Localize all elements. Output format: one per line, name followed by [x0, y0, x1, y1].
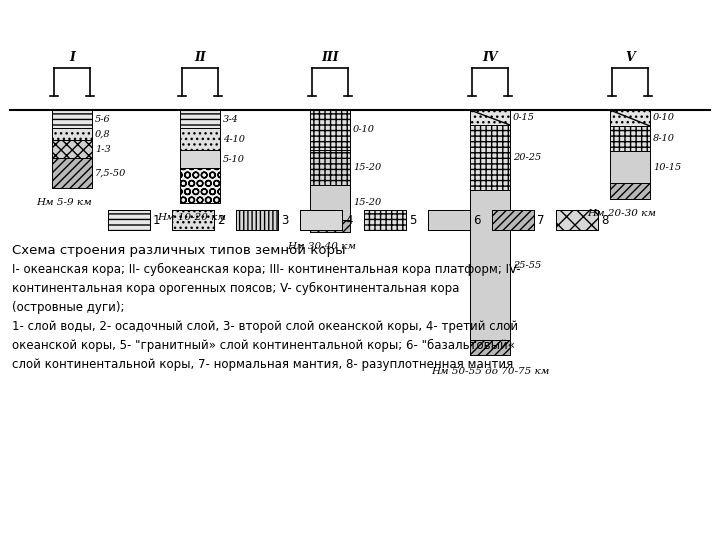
Text: 15-20: 15-20	[353, 198, 382, 207]
Bar	[610, 151, 650, 183]
Bar	[310, 110, 350, 150]
Bar	[492, 210, 534, 230]
Bar	[492, 210, 534, 230]
Text: 2: 2	[217, 213, 225, 226]
Bar	[108, 210, 150, 230]
Bar	[610, 110, 650, 126]
Bar	[172, 210, 214, 230]
Bar	[108, 210, 150, 230]
Text: 5: 5	[409, 213, 416, 226]
Bar	[470, 110, 510, 125]
Text: слой континентальной коры, 7- нормальная мантия, 8- разуплотненная мантия: слой континентальной коры, 7- нормальная…	[12, 358, 513, 371]
Text: 0-10: 0-10	[653, 113, 675, 123]
Bar	[610, 183, 650, 199]
Text: континентальная кора орогенных поясов; V- субконтинентальная кора: континентальная кора орогенных поясов; V…	[12, 282, 459, 295]
Bar	[310, 110, 350, 150]
Text: III: III	[321, 51, 339, 64]
Text: IV: IV	[482, 51, 498, 64]
Bar	[610, 183, 650, 199]
Text: Нм 30-40 км: Нм 30-40 км	[287, 242, 356, 251]
Bar	[52, 140, 92, 158]
Text: 10-15: 10-15	[653, 163, 681, 172]
Text: 3-4: 3-4	[223, 114, 239, 124]
Bar	[610, 126, 650, 151]
Bar	[364, 210, 406, 230]
Text: Нм 10-20 км: Нм 10-20 км	[158, 213, 227, 222]
Text: Нм 20-30 км: Нм 20-30 км	[588, 209, 657, 218]
Bar	[470, 340, 510, 355]
Bar	[470, 190, 510, 340]
Bar	[428, 210, 470, 230]
Text: 1-3: 1-3	[95, 145, 111, 153]
Bar	[236, 210, 278, 230]
Text: I- океанская кора; II- субокеанская кора; III- континентальная кора платформ; IV: I- океанская кора; II- субокеанская кора…	[12, 263, 521, 276]
Bar	[610, 110, 650, 126]
Bar	[310, 185, 350, 220]
Text: 25-55: 25-55	[513, 260, 541, 269]
Bar	[556, 210, 598, 230]
Text: 7: 7	[537, 213, 544, 226]
Text: 8-10: 8-10	[653, 134, 675, 143]
Bar	[180, 128, 220, 150]
Text: 0,8: 0,8	[95, 130, 111, 138]
Text: II: II	[194, 51, 206, 64]
Bar	[52, 158, 92, 188]
Text: 4-10: 4-10	[223, 134, 245, 144]
Bar	[610, 151, 650, 183]
Text: Нм 50-55 до 70-75 км: Нм 50-55 до 70-75 км	[431, 367, 549, 376]
Text: V: V	[625, 51, 635, 64]
Bar	[364, 210, 406, 230]
Text: I: I	[69, 51, 75, 64]
Bar	[172, 210, 214, 230]
Bar	[470, 125, 510, 190]
Bar	[52, 128, 92, 140]
Text: 8: 8	[601, 213, 608, 226]
Text: Нм 5-9 км: Нм 5-9 км	[36, 198, 92, 207]
Text: 5-6: 5-6	[95, 114, 111, 124]
Bar	[180, 168, 220, 203]
Text: 3: 3	[281, 213, 289, 226]
Text: 5-10: 5-10	[223, 154, 245, 164]
Bar	[52, 128, 92, 140]
Text: 20-25: 20-25	[513, 153, 541, 162]
Text: 6: 6	[473, 213, 480, 226]
Text: 0-15: 0-15	[513, 113, 535, 122]
Bar	[236, 210, 278, 230]
Bar	[52, 110, 92, 128]
Bar	[310, 150, 350, 185]
Bar	[180, 150, 220, 168]
Bar	[470, 110, 510, 125]
Bar	[180, 110, 220, 128]
Bar	[52, 140, 92, 158]
Bar	[52, 158, 92, 188]
Text: 7,5-50: 7,5-50	[95, 168, 127, 178]
Bar	[470, 190, 510, 340]
Bar	[310, 220, 350, 232]
Bar	[310, 220, 350, 232]
Bar	[180, 128, 220, 150]
Text: 4: 4	[345, 213, 353, 226]
Bar	[610, 110, 650, 126]
Bar	[52, 110, 92, 128]
Text: Схема строения различных типов земной коры: Схема строения различных типов земной ко…	[12, 244, 346, 257]
Bar	[428, 210, 470, 230]
Bar	[310, 185, 350, 220]
Bar	[300, 210, 342, 230]
Bar	[470, 340, 510, 355]
Bar	[180, 110, 220, 128]
Text: 15-20: 15-20	[353, 163, 382, 172]
Text: океанской коры, 5- "гранитный» слой континентальной коры; 6- "базальтовый«: океанской коры, 5- "гранитный» слой конт…	[12, 339, 515, 352]
Bar	[180, 150, 220, 168]
Bar	[470, 110, 510, 125]
Bar	[310, 150, 350, 185]
Bar	[470, 125, 510, 190]
Bar	[180, 168, 220, 203]
Text: 1- слой воды, 2- осадочный слой, 3- второй слой океанской коры, 4- третий слой: 1- слой воды, 2- осадочный слой, 3- втор…	[12, 320, 518, 333]
Text: 1: 1	[153, 213, 161, 226]
Bar	[300, 210, 342, 230]
Bar	[556, 210, 598, 230]
Text: 0-10: 0-10	[353, 125, 375, 134]
Bar	[610, 126, 650, 151]
Text: (островные дуги);: (островные дуги);	[12, 301, 125, 314]
